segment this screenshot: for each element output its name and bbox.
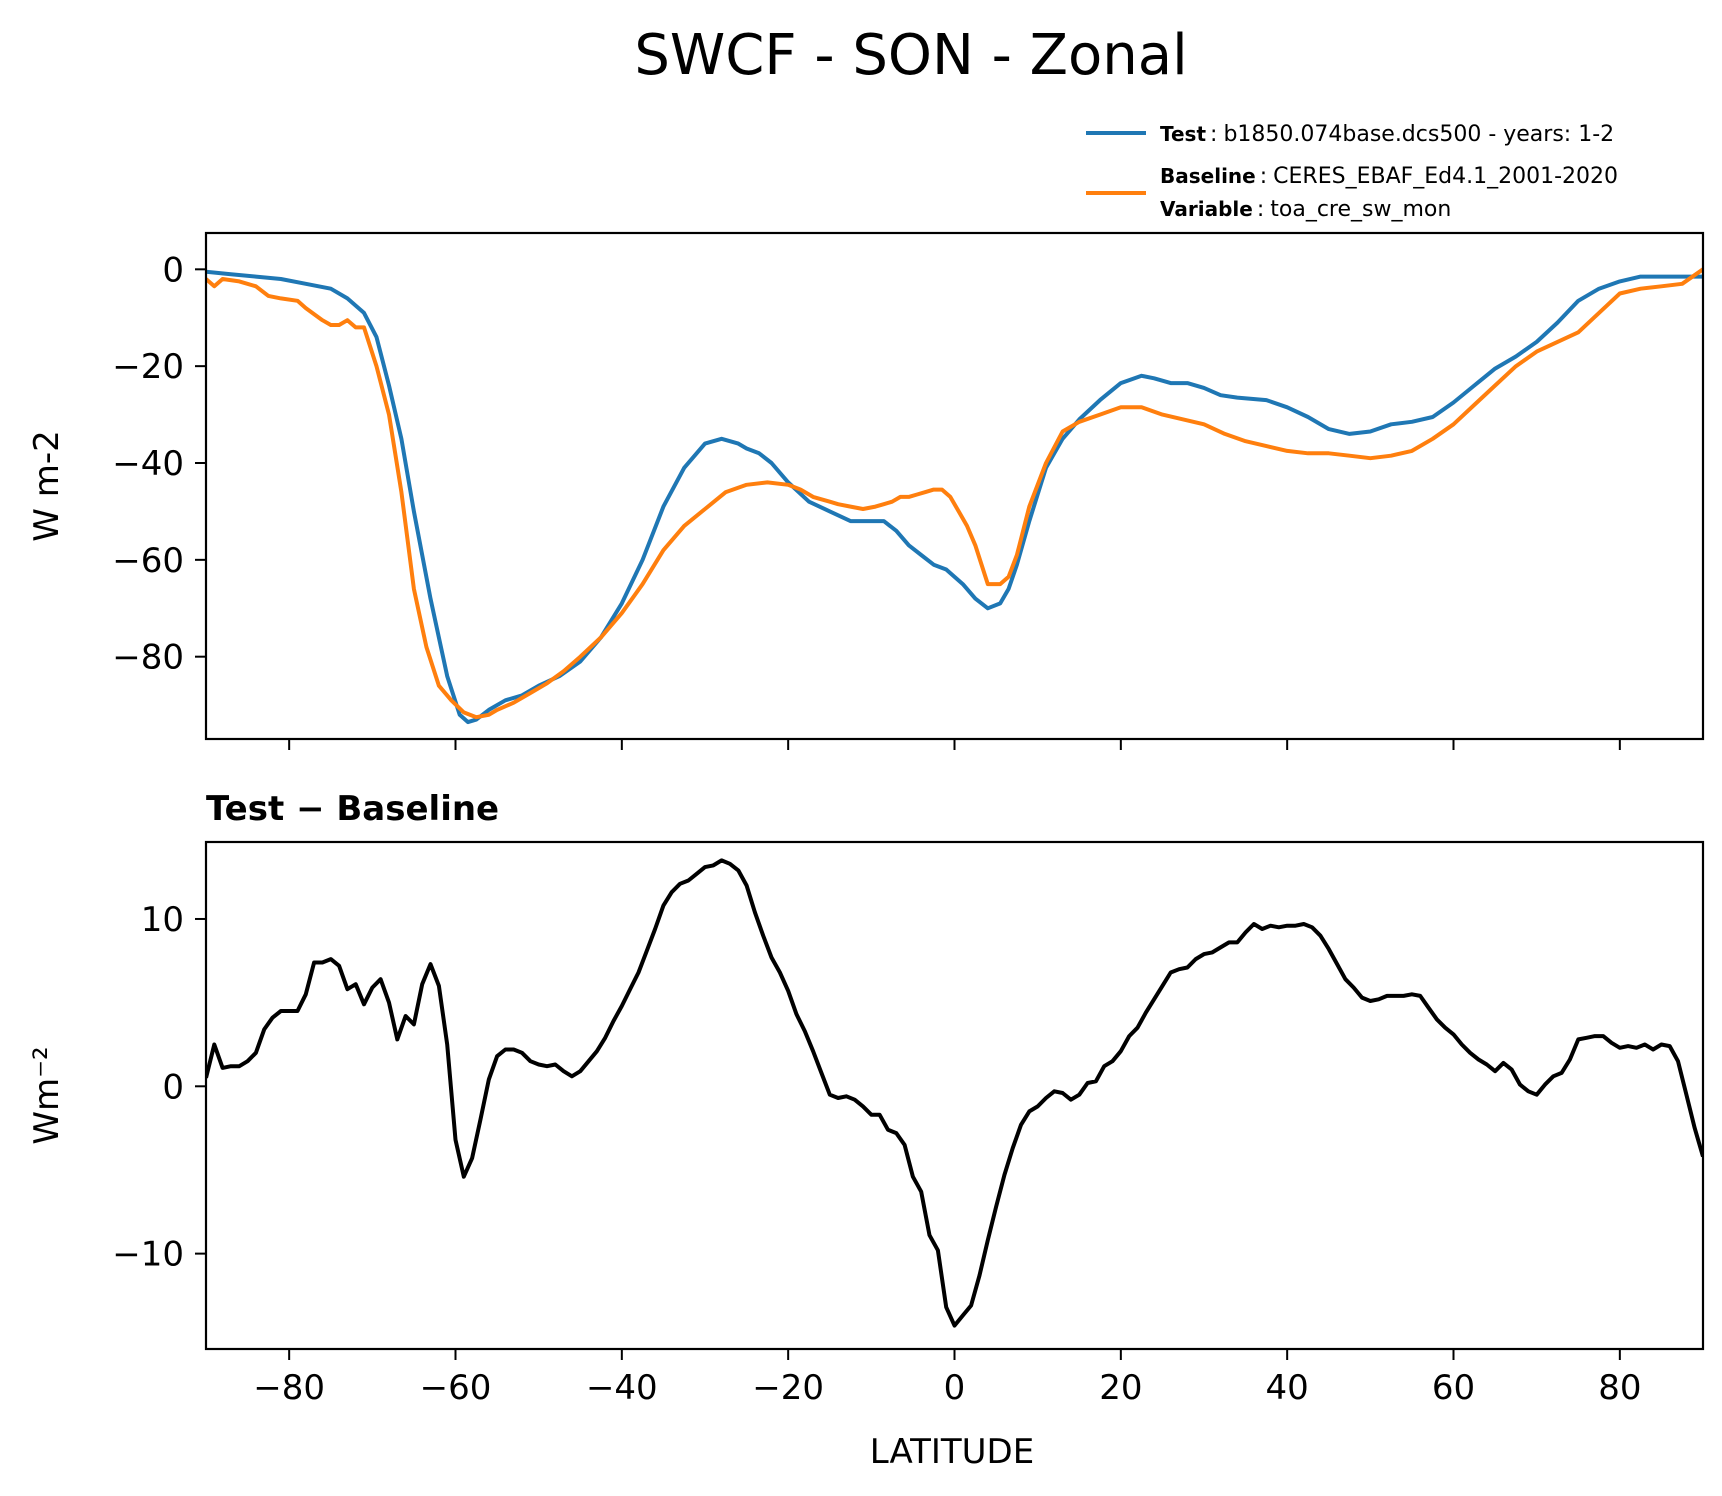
y-axis-label-top: W m-2 <box>27 430 67 541</box>
series-line-bottom-test-baseline <box>206 858 1703 1328</box>
y-tick-label-bottom: 10 <box>141 900 184 940</box>
y-tick-label-top: −60 <box>112 541 184 581</box>
legend-test-sep: : <box>1210 122 1217 147</box>
x-tick-label: 20 <box>1099 1368 1142 1408</box>
legend-baseline-value: CERES_EBAF_Ed4.1_2001-2020 <box>1273 164 1618 189</box>
legend-baseline-sep: : <box>1260 164 1267 189</box>
legend-variable-sep: : <box>1257 197 1264 222</box>
x-tick-label: −80 <box>253 1368 325 1408</box>
y-tick-label-bottom: 0 <box>162 1067 184 1107</box>
x-tick-label: 40 <box>1266 1368 1309 1408</box>
series-line-top-test <box>206 269 1703 725</box>
legend-test-key: Test <box>1160 122 1206 146</box>
legend-variable-value: toa_cre_sw_mon <box>1270 197 1451 222</box>
x-tick-label: 60 <box>1432 1368 1475 1408</box>
y-tick-label-bottom: −10 <box>112 1235 184 1275</box>
x-tick-label: −40 <box>586 1368 658 1408</box>
x-tick-label: 80 <box>1598 1368 1641 1408</box>
x-tick-label: 0 <box>944 1368 966 1408</box>
y-tick-label-top: −20 <box>112 347 184 387</box>
legend-baseline-text: Baseline: CERES_EBAF_Ed4.1_2001-2020 <box>1160 164 1618 189</box>
legend-test-text: Test: b1850.074base.dcs500 - years: 1-2 <box>1160 122 1614 147</box>
legend-test-value: b1850.074base.dcs500 - years: 1-2 <box>1223 122 1614 147</box>
chart-title: SWCF - SON - Zonal <box>634 23 1187 88</box>
x-axis-label: LATITUDE <box>870 1432 1034 1472</box>
y-tick-label-top: −80 <box>112 638 184 678</box>
legend-variable-key: Variable <box>1160 197 1253 221</box>
x-tick-label: −20 <box>752 1368 824 1408</box>
y-tick-label-top: 0 <box>162 250 184 290</box>
x-tick-label: −60 <box>420 1368 492 1408</box>
panel-title-bottom: Test − Baseline <box>206 789 499 829</box>
series-line-top-baseline <box>206 267 1703 720</box>
legend-variable-text: Variable: toa_cre_sw_mon <box>1160 197 1451 222</box>
panel-bottom: Test − Baseline−80 −60 −40 −20 0 20 40 60 80100−… <box>27 789 1705 1408</box>
y-tick-label-top: −40 <box>112 444 184 484</box>
y-axis-label-bottom: Wm⁻² <box>27 1046 67 1144</box>
legend: Test: b1850.074base.dcs500 - years: 1-2 B… <box>1086 122 1618 222</box>
legend-baseline-key: Baseline <box>1160 164 1256 188</box>
panel-top: 0 −20 −40 −60 −80 W m-2 <box>27 231 1705 750</box>
